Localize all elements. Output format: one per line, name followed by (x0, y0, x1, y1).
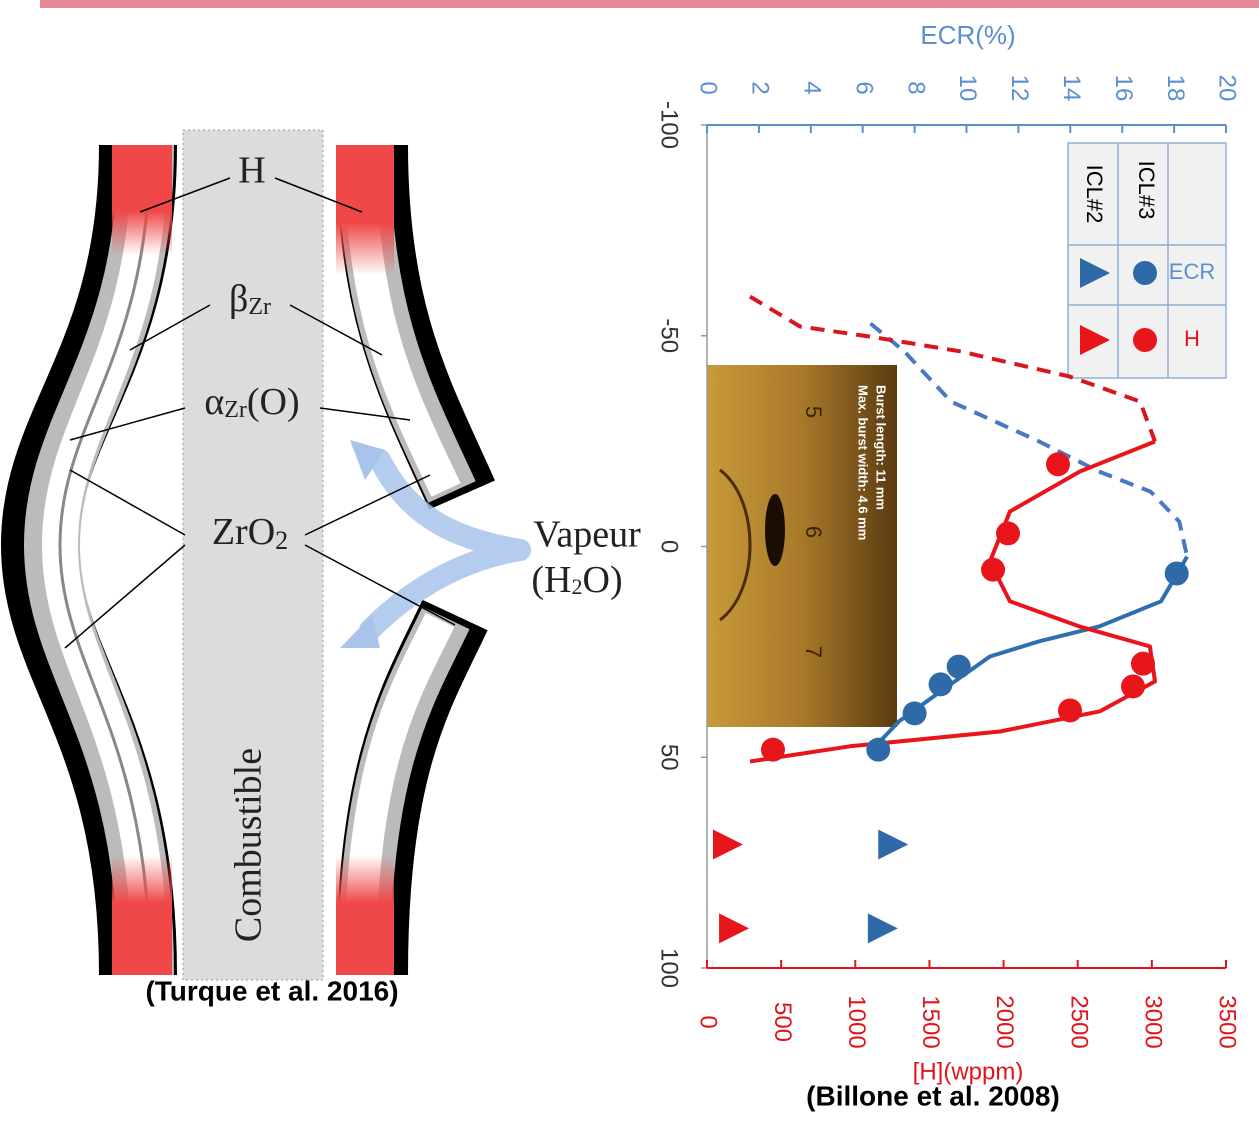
legend-marker (1080, 258, 1110, 288)
data-point (981, 557, 1006, 582)
x-tick-label: 50 (656, 744, 683, 771)
y2-tick-label: 2500 (1065, 995, 1092, 1048)
hydrogen-zone (336, 855, 394, 975)
fit-curve (748, 294, 1157, 443)
x-tick-label: 0 (656, 540, 683, 553)
y2-axis-title: [H](wppm) (913, 1058, 1024, 1085)
leader-lines (64, 177, 456, 649)
data-point (867, 913, 898, 944)
source-caption: (Billone et al. 2008) (806, 1080, 1060, 1111)
label-fuel: Combustible (228, 748, 270, 942)
label-vapeur: (H2O) (531, 559, 622, 601)
source-caption: (Turque et al. 2016) (145, 975, 398, 1006)
legend-row-label: ICL#3 (1134, 161, 1159, 220)
burst-photo (707, 365, 897, 727)
legend-marker (1133, 261, 1157, 285)
fuel-column (182, 129, 324, 981)
data-point (760, 737, 785, 762)
y2-tick-label: 3000 (1140, 995, 1167, 1048)
data-point (1164, 561, 1189, 586)
y2-tick-label: 0 (695, 1015, 722, 1028)
photo-detail (719, 468, 752, 622)
inset-text: Max. burst width: 4.6 mm (856, 385, 871, 540)
fit-curve (869, 321, 1190, 558)
y-tick-label: 2 (747, 81, 774, 94)
left-tube (0, 144, 177, 976)
y-axis-title: ECR(%) (920, 20, 1015, 50)
y2-tick-label: 2000 (991, 995, 1018, 1048)
y-tick-label: 14 (1058, 75, 1085, 102)
x-tick-label: -100 (656, 101, 683, 149)
data-point (902, 701, 927, 726)
y2-tick-label: 3500 (1214, 995, 1241, 1048)
arrow-head (340, 615, 380, 648)
ruler-number: 6 (801, 526, 826, 538)
label-beta: βZr (229, 278, 271, 320)
label-zro2: ZrO2 (212, 511, 288, 555)
y2-tick-label: 1000 (843, 995, 870, 1048)
legend-grid (1068, 143, 1226, 378)
hydrogen-zone (112, 145, 172, 255)
label-sub: Zr (224, 397, 247, 423)
hydrogen-zone (112, 855, 172, 975)
y-tick-label: 8 (902, 81, 929, 94)
label-main: β (229, 278, 248, 320)
data-point (866, 737, 891, 762)
label-sub: Zr (248, 294, 271, 320)
y-tick-label: 18 (1162, 75, 1189, 102)
label-alpha: αZr(O) (204, 381, 299, 423)
label-tail: (O) (247, 381, 300, 423)
steam-arrows (359, 449, 531, 641)
hydrogen-zone (336, 145, 394, 275)
chart (707, 142, 1227, 727)
data-point (712, 829, 743, 860)
fit-curve (749, 439, 1157, 764)
y2-tick-label: 1500 (917, 995, 944, 1048)
arrow-head (350, 440, 385, 480)
header-bar (40, 0, 1259, 8)
data-point (1045, 452, 1070, 477)
data-point (1058, 698, 1083, 723)
legend-marker (1080, 325, 1110, 355)
ruler-number: 5 (801, 406, 826, 418)
data-point (996, 521, 1021, 546)
data-point (946, 654, 971, 679)
legend-row-label: ICL#2 (1082, 165, 1107, 224)
data-point (719, 913, 750, 944)
legend-marker (1133, 328, 1157, 352)
label-part: O) (583, 559, 623, 601)
label-h: H (238, 150, 265, 192)
data-point (1130, 651, 1155, 676)
label-main: ZrO (212, 511, 275, 553)
data-point (878, 829, 909, 860)
y2-tick-label: 500 (769, 1002, 796, 1042)
label-main: α (204, 381, 224, 423)
burst-hole (765, 494, 785, 566)
y-tick-label: 4 (798, 81, 825, 94)
ruler-number: 7 (801, 646, 826, 658)
label-vapeur: Vapeur (533, 514, 641, 556)
cladding-diagram: H βZr αZr(O) ZrO2 Vapeur (H2O) Combustib… (0, 129, 641, 1006)
label-sub: 2 (275, 526, 288, 555)
label-part: (H (531, 559, 571, 601)
data-point (928, 672, 953, 697)
y-tick-label: 10 (954, 75, 981, 102)
legend-col-label: ECR (1169, 259, 1215, 284)
y-tick-label: 20 (1214, 75, 1241, 102)
x-tick-label: 100 (656, 948, 683, 988)
y-tick-label: 16 (1110, 75, 1137, 102)
data-point (1121, 674, 1146, 699)
x-tick-label: -50 (656, 318, 683, 353)
legend-col-label: H (1184, 326, 1200, 351)
y-tick-label: 6 (850, 81, 877, 94)
y-tick-label: 0 (695, 81, 722, 94)
label-sub: 2 (572, 574, 583, 599)
inset-text: Burst length: 11 mm (874, 385, 889, 510)
y-tick-label: 12 (1006, 75, 1033, 102)
